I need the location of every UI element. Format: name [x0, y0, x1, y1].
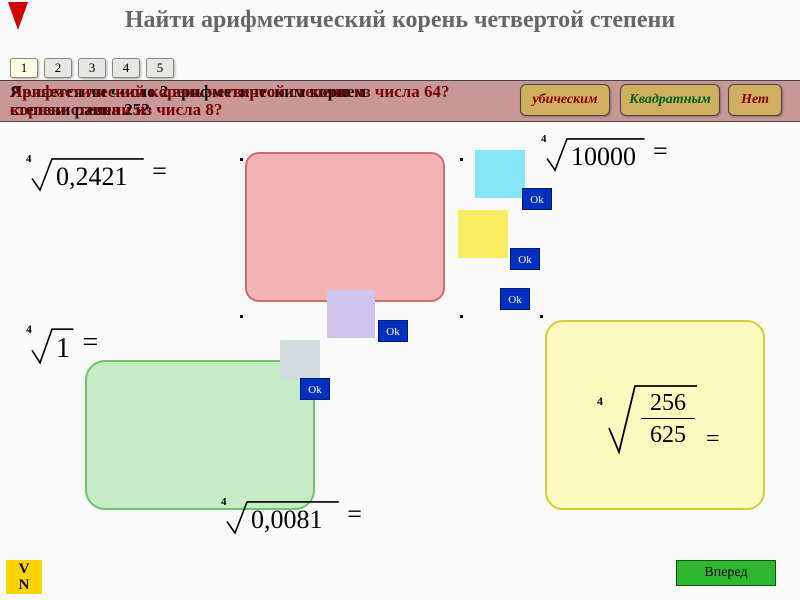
- square-gray: [280, 340, 320, 380]
- ok-button-3[interactable]: Ok: [500, 288, 530, 310]
- nav-tab-3[interactable]: 3: [78, 58, 106, 78]
- dot-icon: [540, 315, 543, 318]
- answer-pill-a[interactable]: убическим: [520, 84, 610, 116]
- radical-fraction: 4 256 625 =: [605, 380, 720, 460]
- question-line1-front: Арифметический корень четвертой степени …: [10, 82, 450, 102]
- ok-button-5[interactable]: Ok: [300, 378, 330, 400]
- answer-pill-c[interactable]: Нет: [728, 84, 782, 116]
- vn-badge: VN: [6, 560, 42, 594]
- result-box-red: [245, 152, 445, 302]
- square-purple: [327, 290, 375, 338]
- dot-icon: [460, 315, 463, 318]
- dot-icon: [240, 158, 243, 161]
- vn-label: VN: [19, 561, 30, 593]
- ok-button-1[interactable]: Ok: [522, 188, 552, 210]
- dot-icon: [240, 315, 243, 318]
- square-yellow: [458, 210, 508, 258]
- square-cyan: [475, 150, 525, 198]
- radical-e1: 4 0,2421 =: [30, 155, 167, 197]
- nav-tabs: 1 2 3 4 5: [10, 58, 174, 78]
- radical-e2: 4 10000 =: [545, 135, 668, 177]
- nav-tab-5[interactable]: 5: [146, 58, 174, 78]
- answer-pill-b[interactable]: Квадратным: [620, 84, 720, 116]
- dot-icon: [460, 158, 463, 161]
- radical-e4: 4 0,0081 =: [225, 498, 362, 540]
- nav-tab-2[interactable]: 2: [44, 58, 72, 78]
- radical-e3: 4 1 =: [30, 325, 98, 370]
- result-box-green: [85, 360, 315, 510]
- page-title: Найти арифметический корень четвертой ст…: [0, 6, 800, 35]
- nav-tab-1[interactable]: 1: [10, 58, 38, 78]
- nav-tab-4[interactable]: 4: [112, 58, 140, 78]
- forward-button[interactable]: Вперед: [676, 560, 776, 586]
- question-line2-front: корнем степени из числа 8?: [10, 100, 222, 120]
- ok-button-4[interactable]: Ok: [378, 320, 408, 342]
- ok-button-2[interactable]: Ok: [510, 248, 540, 270]
